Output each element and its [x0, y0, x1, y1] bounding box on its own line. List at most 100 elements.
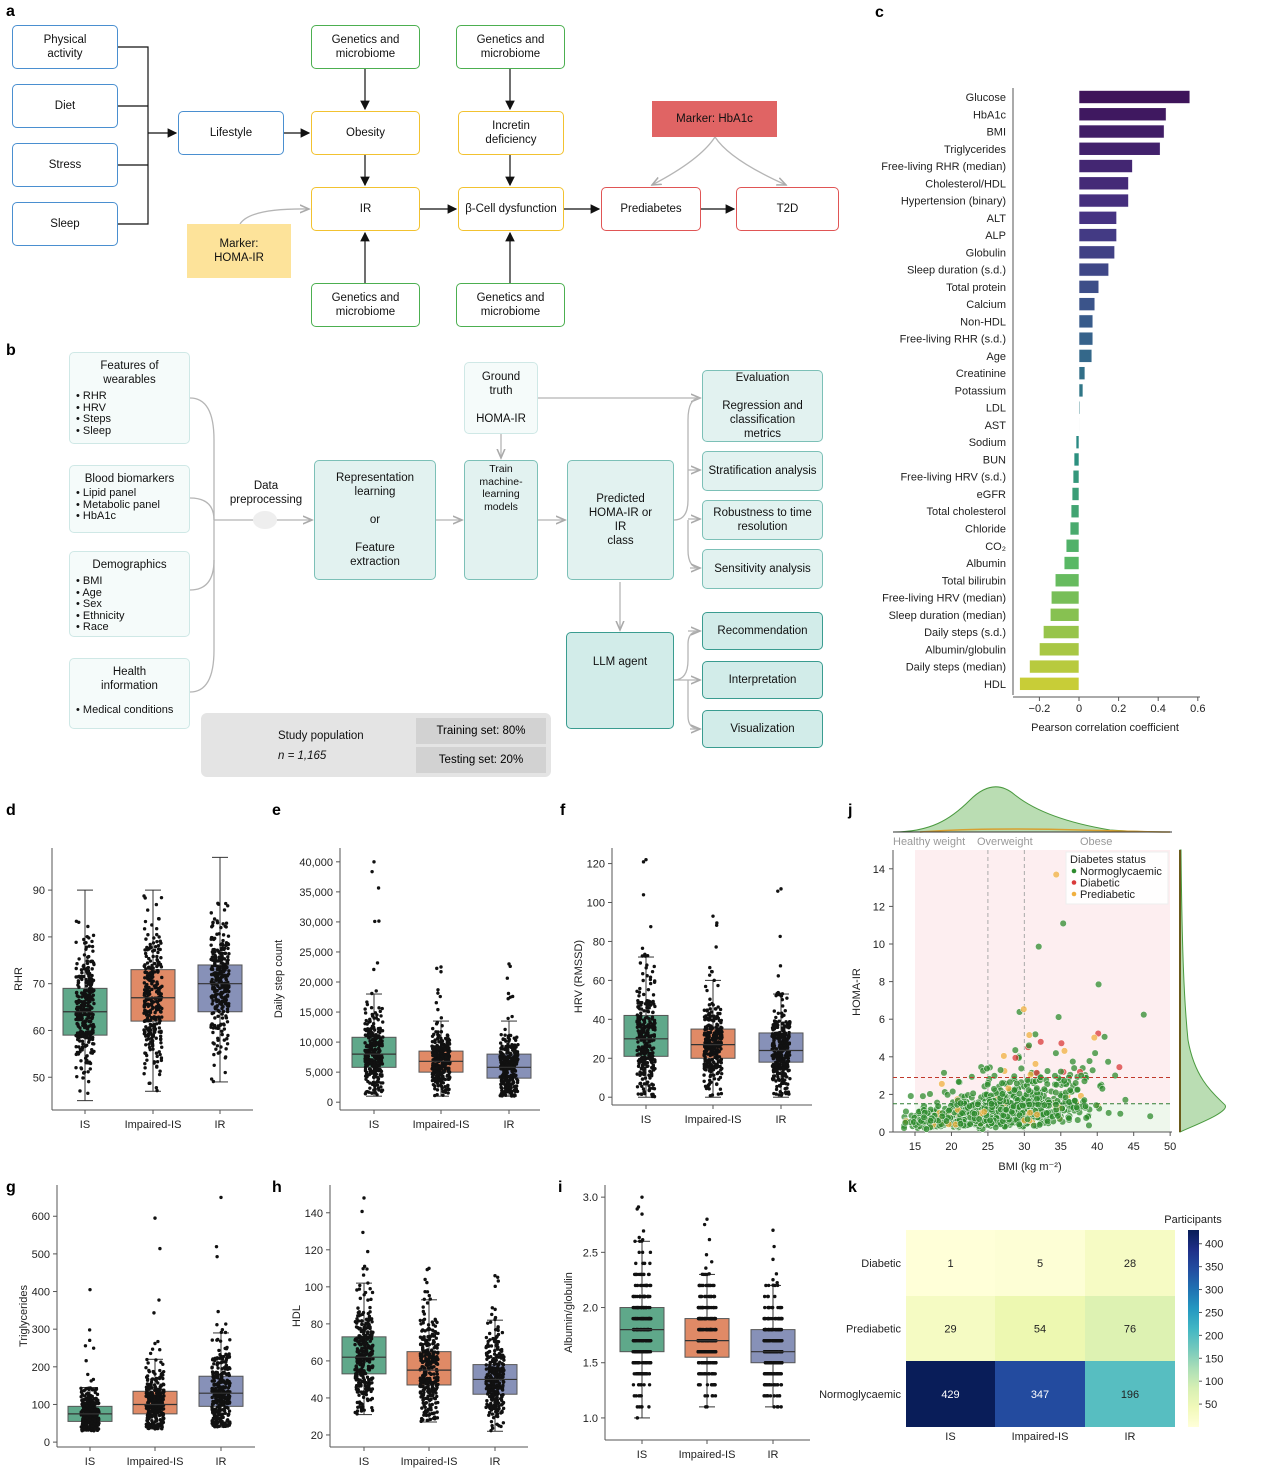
x-tick-label: IS: [80, 1119, 90, 1131]
bar: [1078, 176, 1129, 191]
data-point: [635, 1013, 640, 1017]
data-point: [144, 937, 148, 941]
data-point: [161, 1391, 165, 1395]
data-point: [514, 1059, 518, 1064]
data-point: [81, 1020, 85, 1025]
data-point: [420, 1352, 424, 1356]
data-point: [218, 1408, 222, 1413]
data-point: [353, 1372, 358, 1376]
data-point: [367, 1368, 372, 1372]
data-point: [154, 1379, 158, 1383]
data-point: [161, 1397, 165, 1402]
outlier-point: [153, 1216, 157, 1220]
data-point: [216, 1381, 220, 1386]
data-point: [498, 1355, 503, 1359]
data-point: [152, 1015, 156, 1019]
data-point: [489, 1397, 494, 1401]
data-point: [359, 1319, 364, 1323]
data-point: [145, 1374, 150, 1378]
data-point: [446, 1037, 451, 1041]
data-point: [361, 1395, 366, 1400]
data-point: [78, 1089, 82, 1093]
data-point: [368, 1039, 372, 1043]
data-point: [151, 975, 155, 979]
data-point: [153, 1010, 157, 1015]
data-point: [485, 1373, 489, 1377]
outlier-point: [361, 1230, 365, 1235]
data-point: [222, 996, 227, 1000]
data-point: [361, 1310, 366, 1315]
data-point: [144, 1387, 149, 1392]
data-point: [354, 1325, 359, 1329]
data-point: [639, 1394, 643, 1398]
flow-arrow: [239, 209, 309, 225]
data-point: [159, 992, 163, 996]
data-point: [210, 955, 214, 959]
data-point: [148, 942, 152, 947]
data-point: [499, 1424, 503, 1429]
data-point: [376, 1018, 380, 1022]
data-point: [716, 1092, 721, 1096]
data-point: [155, 939, 159, 944]
data-point: [79, 991, 84, 995]
data-point: [363, 1371, 368, 1376]
data-point: [712, 1050, 717, 1055]
data-point: [368, 1305, 372, 1310]
data-point: [76, 1052, 81, 1056]
data-point: [221, 1009, 226, 1014]
data-point: [152, 1395, 156, 1399]
data-point: [213, 974, 218, 978]
data-point: [513, 1093, 517, 1097]
data-point: [510, 1070, 514, 1074]
data-point: [430, 1320, 435, 1324]
data-point: [771, 1070, 776, 1074]
jitter-points: [484, 1274, 506, 1433]
data-point: [645, 1041, 649, 1045]
data-point: [216, 1366, 220, 1370]
data-point: [361, 1364, 365, 1369]
data-point: [210, 1011, 214, 1016]
data-point: [772, 1038, 776, 1043]
outlier-point: [372, 967, 376, 972]
boxplot-e: 05,00010,00015,00020,00025,00030,00035,0…: [273, 848, 540, 1131]
data-point: [151, 1034, 156, 1038]
data-point: [430, 1332, 435, 1336]
data-point: [79, 1059, 83, 1063]
data-point: [716, 1044, 720, 1049]
data-point: [370, 1408, 375, 1413]
outlier-point: [649, 924, 653, 929]
data-point: [83, 1056, 88, 1060]
data-point: [358, 1283, 362, 1288]
data-point: [218, 1339, 223, 1343]
data-point: [90, 959, 95, 964]
data-point: [778, 1067, 782, 1071]
data-point: [643, 1066, 647, 1071]
data-point: [363, 1054, 367, 1058]
outlier-point: [708, 965, 712, 970]
data-point: [379, 1069, 384, 1074]
data-point: [145, 1357, 149, 1362]
bar: [1054, 573, 1080, 588]
data-point: [507, 1044, 511, 1049]
data-point: [505, 1051, 509, 1055]
jitter-points: [142, 894, 164, 1093]
data-point: [148, 997, 153, 1002]
data-point: [95, 1428, 100, 1433]
data-point: [448, 1075, 452, 1080]
data-point: [369, 1317, 374, 1321]
data-point: [211, 1402, 215, 1406]
outlier-point: [157, 1298, 161, 1302]
data-point: [712, 1077, 717, 1081]
outlier-point: [714, 945, 718, 949]
outlier-point: [84, 1358, 88, 1363]
data-point: [446, 1046, 450, 1050]
data-point: [513, 1084, 517, 1088]
data-point: [708, 997, 712, 1001]
x-tick-label: Impaired-IS: [413, 1119, 470, 1131]
data-point: [435, 1355, 439, 1360]
outlier-point: [506, 991, 511, 996]
data-point: [223, 924, 227, 928]
y-tick-label: 50: [33, 1072, 45, 1084]
data-point: [430, 1075, 435, 1079]
